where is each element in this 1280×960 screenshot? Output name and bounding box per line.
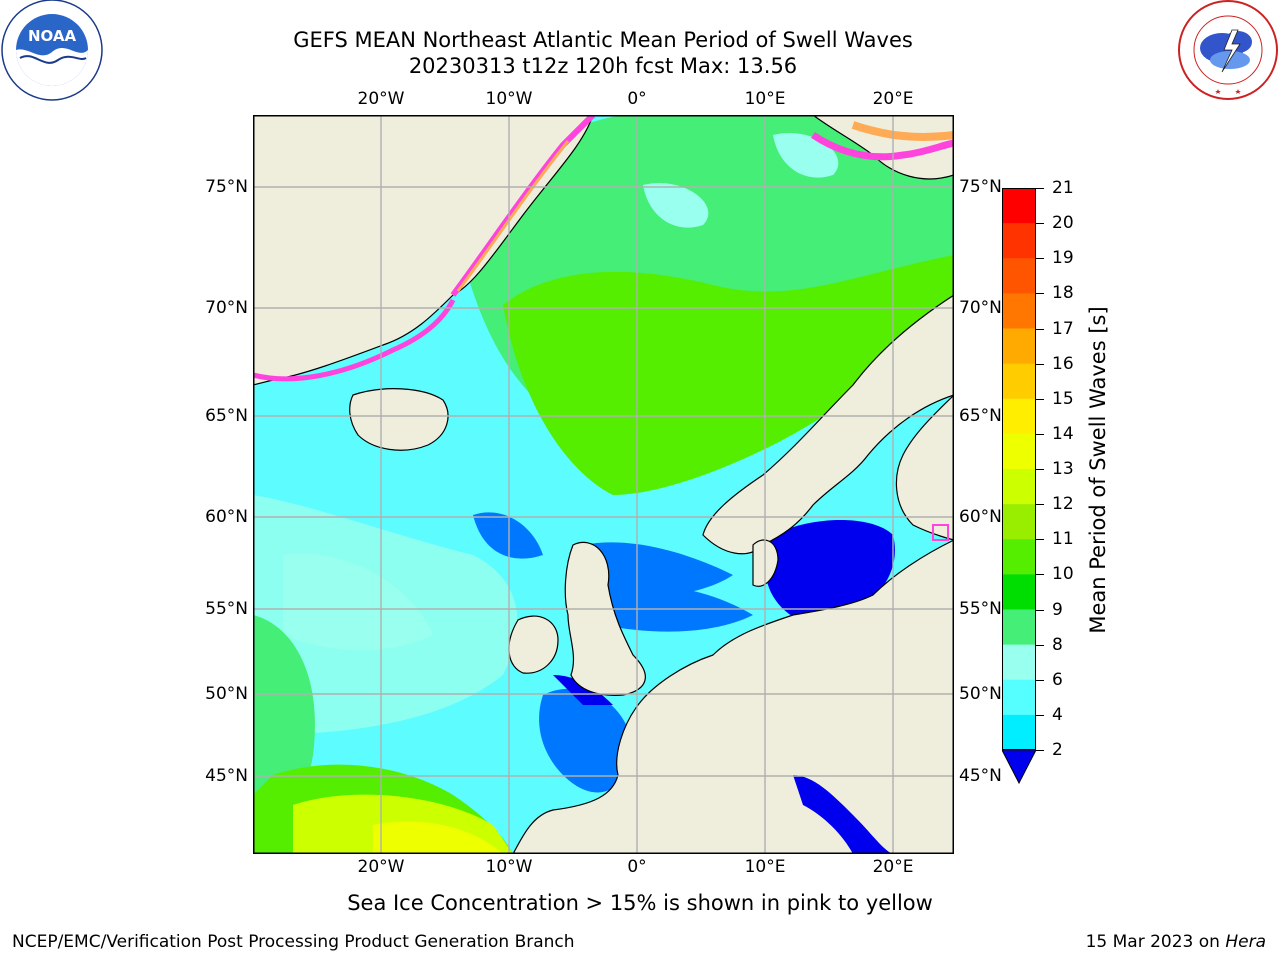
- colorbar-tick-label: 13: [1052, 459, 1074, 479]
- lon-top-label: 10°E: [744, 89, 786, 109]
- lat-right-label: 50°N: [959, 684, 1002, 704]
- sea-ice-note: Sea Ice Concentration > 15% is shown in …: [347, 891, 933, 915]
- colorbar-tick-label: 8: [1052, 634, 1063, 655]
- colorbar-tick-mark: [1036, 539, 1044, 541]
- colorbar-band: [1002, 644, 1036, 681]
- colorbar-tick-label: 21: [1052, 178, 1074, 198]
- colorbar: [1001, 188, 1037, 785]
- colorbar-band: [1002, 574, 1036, 610]
- colorbar-tick-label: 17: [1052, 318, 1074, 339]
- lat-left-label: 55°N: [205, 599, 248, 619]
- lat-right-label: 70°N: [959, 298, 1002, 318]
- lat-right-label: 55°N: [959, 599, 1002, 619]
- colorbar-tick-label: 14: [1052, 423, 1074, 444]
- colorbar-label: Mean Period of Swell Waves [s]: [1086, 306, 1110, 634]
- colorbar-tick-mark: [1036, 328, 1044, 330]
- lat-left-label: 60°N: [205, 507, 248, 527]
- colorbar-bar: [1001, 188, 1037, 785]
- lat-right-label: 60°N: [959, 507, 1002, 527]
- lon-bottom-label: 10°E: [744, 857, 786, 877]
- colorbar-tick-label: 9: [1052, 599, 1063, 620]
- colorbar-tick-mark: [1036, 644, 1044, 646]
- noaa-logo-text: NOAA: [28, 27, 77, 45]
- colorbar-tick-label: 15: [1052, 388, 1074, 409]
- chart-title: GEFS MEAN Northeast Atlantic Mean Period…: [293, 28, 913, 52]
- colorbar-extend-arrow: [1001, 749, 1037, 785]
- colorbar-band: [1002, 609, 1036, 646]
- colorbar-tick-mark: [1036, 714, 1044, 716]
- colorbar-tick-mark: [1036, 363, 1044, 365]
- footer-date: 15 Mar 2023 on: [1085, 932, 1226, 952]
- colorbar-tick-mark: [1036, 609, 1044, 611]
- colorbar-tick-mark: [1036, 750, 1044, 751]
- colorbar-tick-label: 16: [1052, 353, 1074, 374]
- colorbar-tick-label: 11: [1052, 529, 1074, 550]
- colorbar-band: [1002, 328, 1036, 365]
- lat-left-label: 75°N: [205, 177, 248, 197]
- chart-subtitle: 20230313 t12z 120h fcst Max: 13.56: [408, 54, 798, 78]
- colorbar-tick-mark: [1036, 679, 1044, 681]
- lat-right-label: 75°N: [959, 177, 1002, 197]
- lat-left-label: 65°N: [205, 406, 248, 426]
- colorbar-tick-mark: [1036, 433, 1044, 435]
- colorbar-outline: [1002, 188, 1036, 750]
- colorbar-band: [1002, 223, 1036, 259]
- colorbar-band: [1002, 258, 1036, 294]
- colorbar-band: [1002, 504, 1036, 540]
- lon-bottom-label: 0°: [627, 857, 647, 877]
- colorbar-tick-label: 6: [1052, 669, 1063, 690]
- map-panel: [253, 115, 954, 854]
- footer-left: NCEP/EMC/Verification Post Processing Pr…: [12, 932, 575, 952]
- colorbar-tick-label: 20: [1052, 213, 1074, 234]
- colorbar-band: [1002, 188, 1036, 224]
- noaa-logo: NOAA: [0, 0, 104, 104]
- colorbar-band: [1002, 539, 1036, 575]
- lon-top-label: 0°: [627, 89, 647, 109]
- footer-machine: Hera: [1225, 932, 1266, 952]
- colorbar-tick-label: 2: [1052, 740, 1063, 760]
- colorbar-tick-label: 4: [1052, 704, 1063, 725]
- colorbar-tick-mark: [1036, 398, 1044, 400]
- colorbar-tick-label: 12: [1052, 494, 1074, 515]
- lon-top-label: 10°W: [485, 89, 533, 109]
- colorbar-tick-mark: [1036, 223, 1044, 225]
- colorbar-tick-mark: [1036, 469, 1044, 470]
- colorbar-tick-mark: [1036, 258, 1044, 260]
- lat-left-label: 70°N: [205, 298, 248, 318]
- lat-left-label: 45°N: [205, 766, 248, 786]
- swell-period-map: [253, 115, 954, 854]
- colorbar-band: [1002, 469, 1036, 505]
- lon-bottom-label: 20°W: [357, 857, 405, 877]
- lon-bottom-label: 10°W: [485, 857, 533, 877]
- colorbar-band: [1002, 679, 1036, 716]
- colorbar-band: [1002, 714, 1036, 751]
- colorbar-tick-mark: [1036, 504, 1044, 506]
- colorbar-band: [1002, 433, 1036, 470]
- colorbar-tick-mark: [1036, 574, 1044, 576]
- nws-logo: [1176, 0, 1280, 104]
- lon-bottom-label: 20°E: [872, 857, 914, 877]
- colorbar-tick-label: 10: [1052, 564, 1074, 585]
- colorbar-tick-label: 18: [1052, 283, 1074, 304]
- footer-right: 15 Mar 2023 on Hera: [1086, 932, 1266, 952]
- colorbar-band: [1002, 398, 1036, 435]
- lat-right-label: 45°N: [959, 766, 1002, 786]
- lat-left-label: 50°N: [205, 684, 248, 704]
- colorbar-band: [1002, 293, 1036, 329]
- lat-right-label: 65°N: [959, 406, 1002, 426]
- lon-top-label: 20°W: [357, 89, 405, 109]
- colorbar-band: [1002, 363, 1036, 400]
- colorbar-tick-mark: [1036, 293, 1044, 295]
- colorbar-tick-label: 19: [1052, 248, 1074, 269]
- lon-top-label: 20°E: [872, 89, 914, 109]
- colorbar-tick-mark: [1036, 188, 1044, 189]
